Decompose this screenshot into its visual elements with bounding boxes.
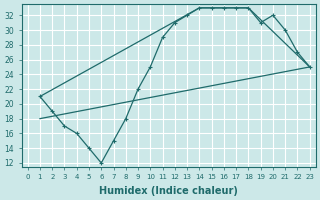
X-axis label: Humidex (Indice chaleur): Humidex (Indice chaleur) xyxy=(99,186,238,196)
